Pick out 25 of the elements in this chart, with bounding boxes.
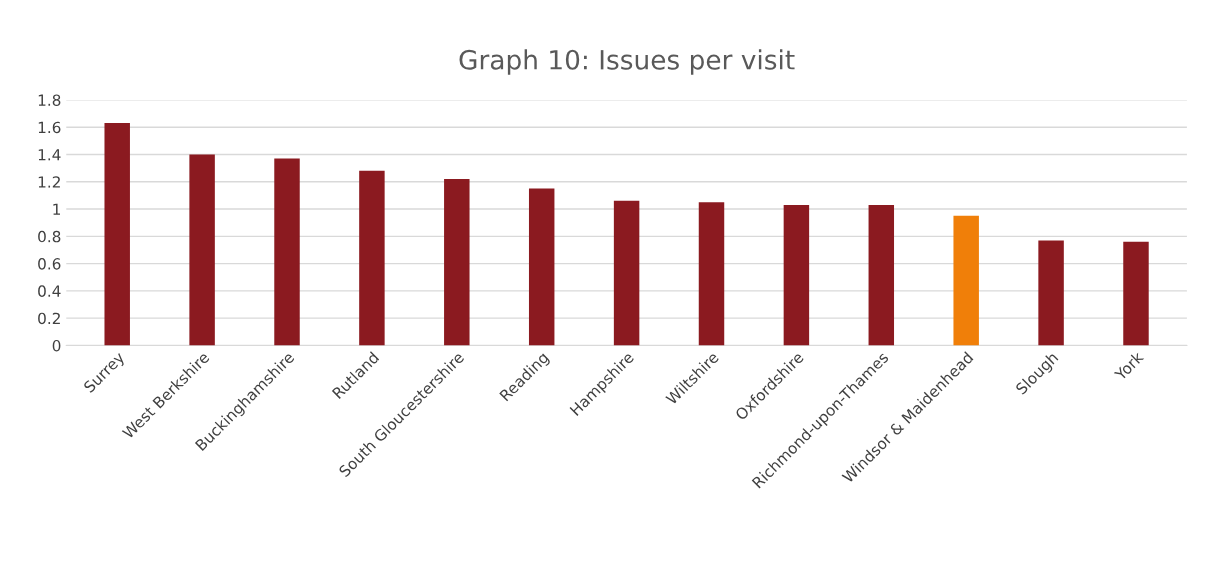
y-tick-label: 1.4	[38, 149, 61, 161]
bar	[1038, 240, 1064, 346]
bar	[783, 204, 810, 346]
y-tick-label: 0.4	[38, 285, 61, 297]
x-tick-label: York	[1113, 350, 1145, 382]
bar	[444, 179, 470, 346]
bar	[274, 158, 300, 346]
y-tick-label: 0.6	[38, 258, 61, 270]
bar	[868, 204, 895, 346]
y-tick-label: 1.2	[38, 176, 60, 188]
chart-title: Graph 10: Issues per visit	[459, 49, 795, 75]
bar	[189, 154, 215, 346]
y-tick-label: 1	[53, 203, 60, 215]
bar	[359, 170, 385, 346]
bar	[953, 215, 979, 346]
y-tick-label: 0.2	[38, 312, 60, 325]
y-tick-label: 0.8	[38, 230, 61, 243]
bar	[613, 200, 640, 346]
y-tick-label: 1.8	[38, 94, 61, 106]
bar	[698, 202, 725, 346]
y-tick-label: 0	[52, 339, 61, 352]
bar	[528, 188, 555, 346]
bar	[104, 123, 130, 346]
y-tick-label: 1.6	[38, 121, 61, 134]
bar	[1123, 241, 1149, 346]
